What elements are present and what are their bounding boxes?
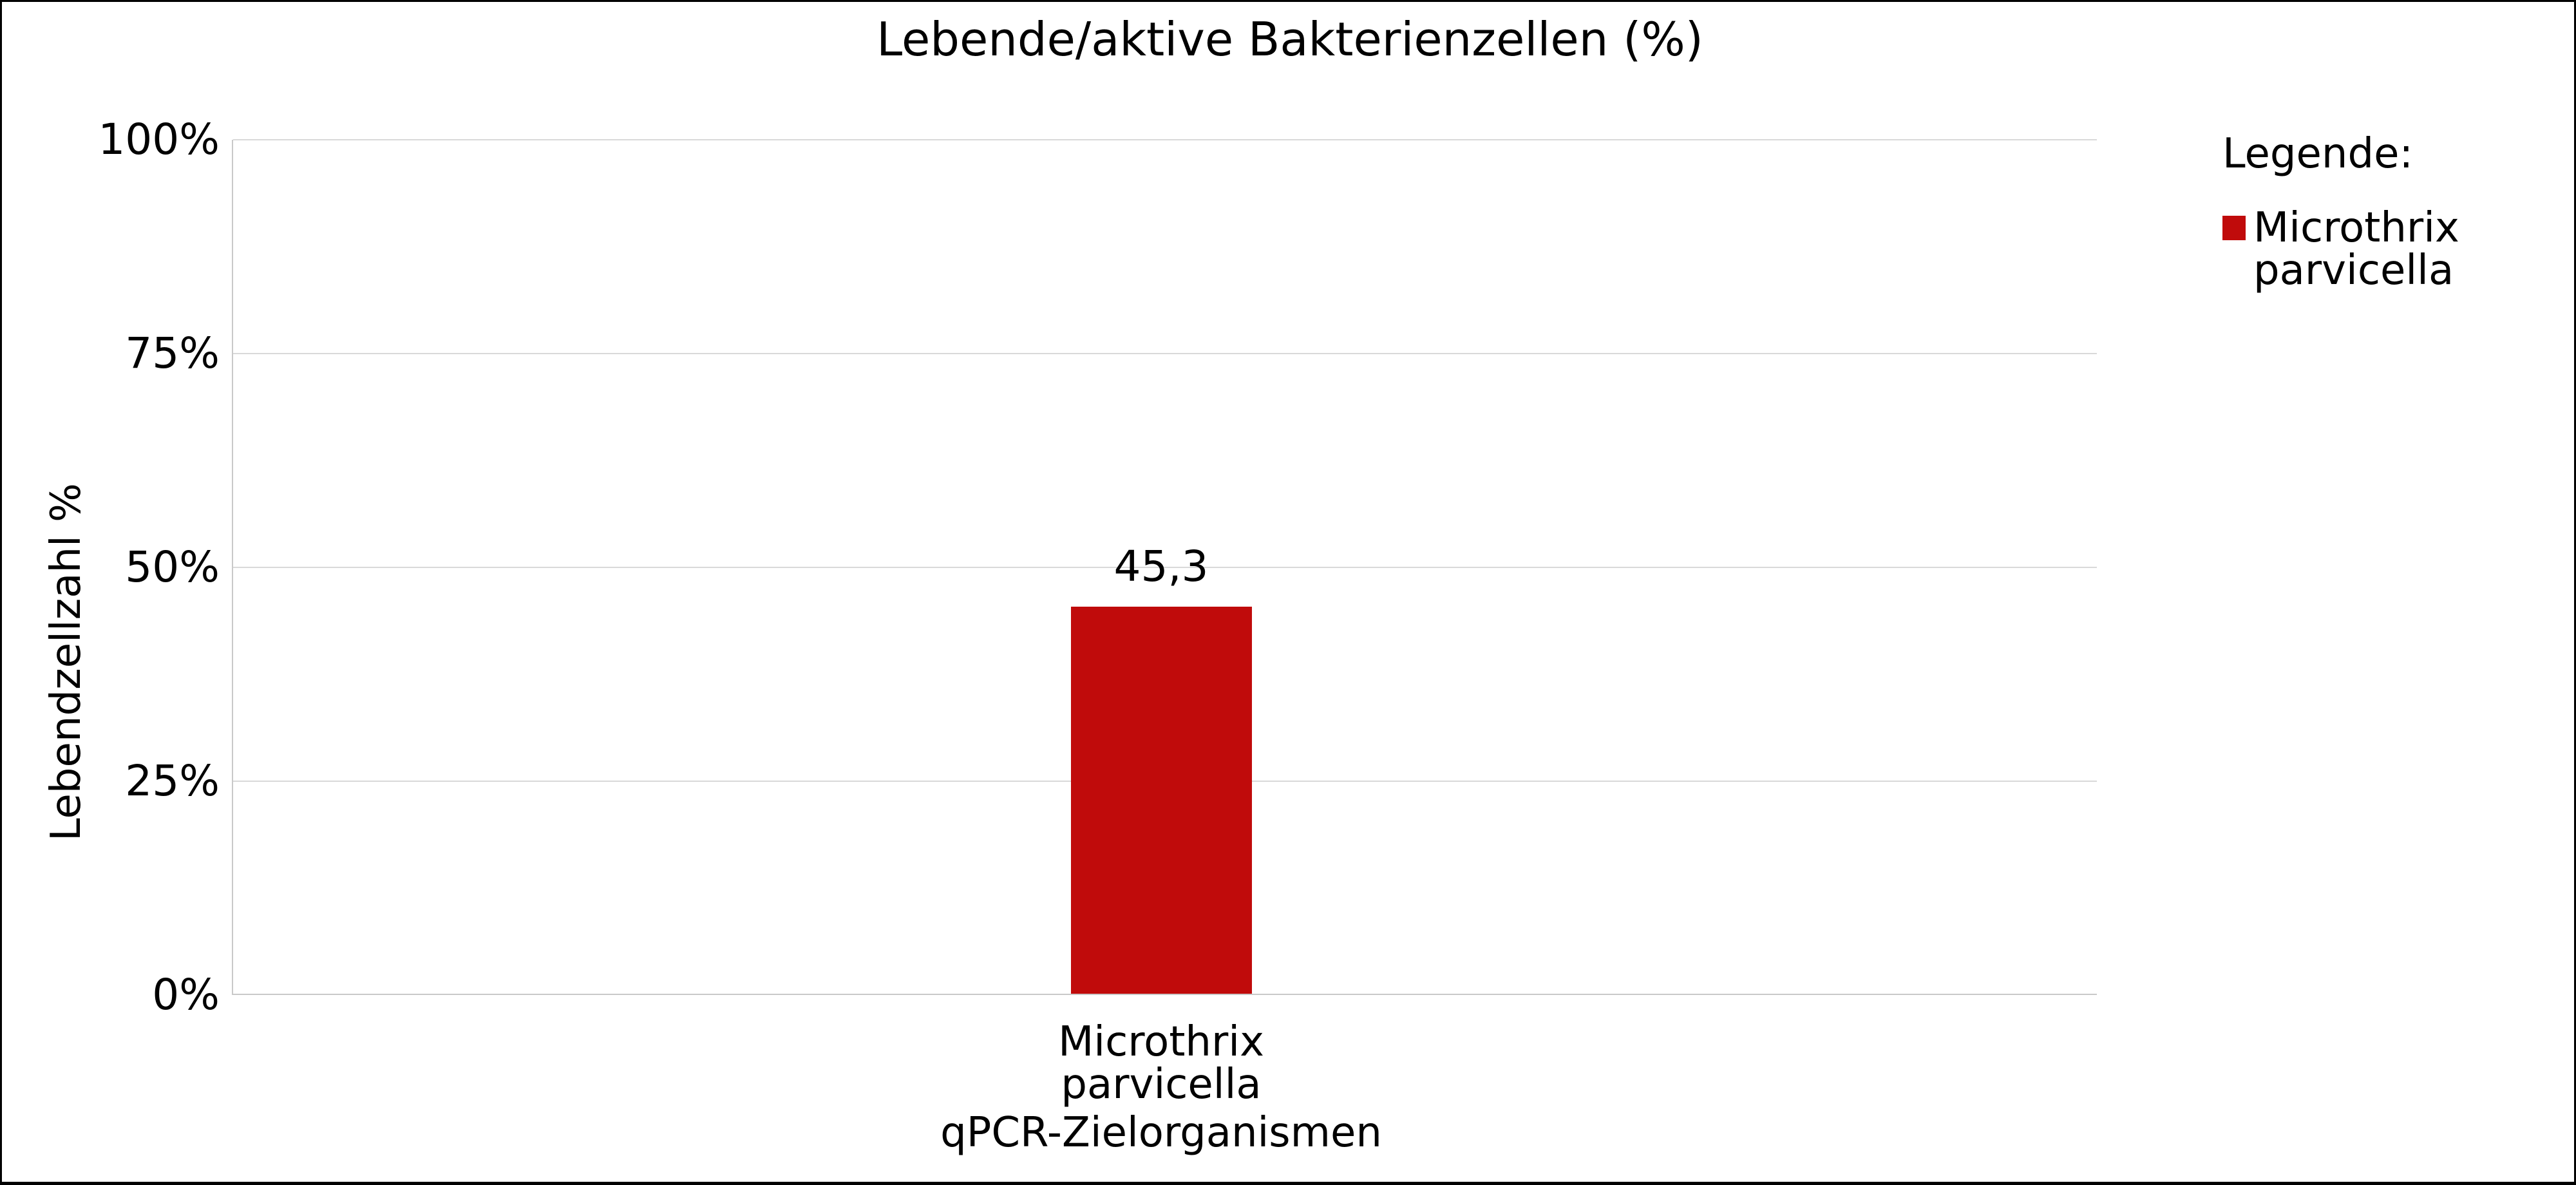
gridline-100 bbox=[233, 139, 2097, 140]
y-tick-0: 0% bbox=[152, 970, 220, 1019]
y-tick-50: 50% bbox=[125, 542, 220, 592]
y-tick-25: 25% bbox=[125, 756, 220, 806]
bar-0 bbox=[1071, 607, 1252, 994]
legend-item-label: Microthrix parvicella bbox=[2253, 204, 2459, 294]
gridline-75 bbox=[233, 353, 2097, 354]
gridline-50 bbox=[233, 567, 2097, 568]
legend-title: Legende: bbox=[2222, 130, 2414, 178]
x-category-label: Microthrix parvicella bbox=[1058, 1018, 1264, 1108]
legend: Legende: Microthrix parvicella bbox=[2222, 131, 2459, 292]
y-tick-75: 75% bbox=[125, 328, 220, 378]
y-tick-100: 100% bbox=[98, 115, 220, 164]
chart-title: Lebende/aktive Bakterienzellen (%) bbox=[876, 12, 1703, 66]
legend-swatch-icon bbox=[2222, 216, 2246, 240]
plot-area bbox=[232, 139, 2097, 995]
legend-item: Microthrix parvicella bbox=[2222, 207, 2459, 292]
x-axis-title: qPCR-Zielorganismen bbox=[940, 1109, 1382, 1157]
bar-value-label: 45,3 bbox=[1113, 542, 1209, 591]
